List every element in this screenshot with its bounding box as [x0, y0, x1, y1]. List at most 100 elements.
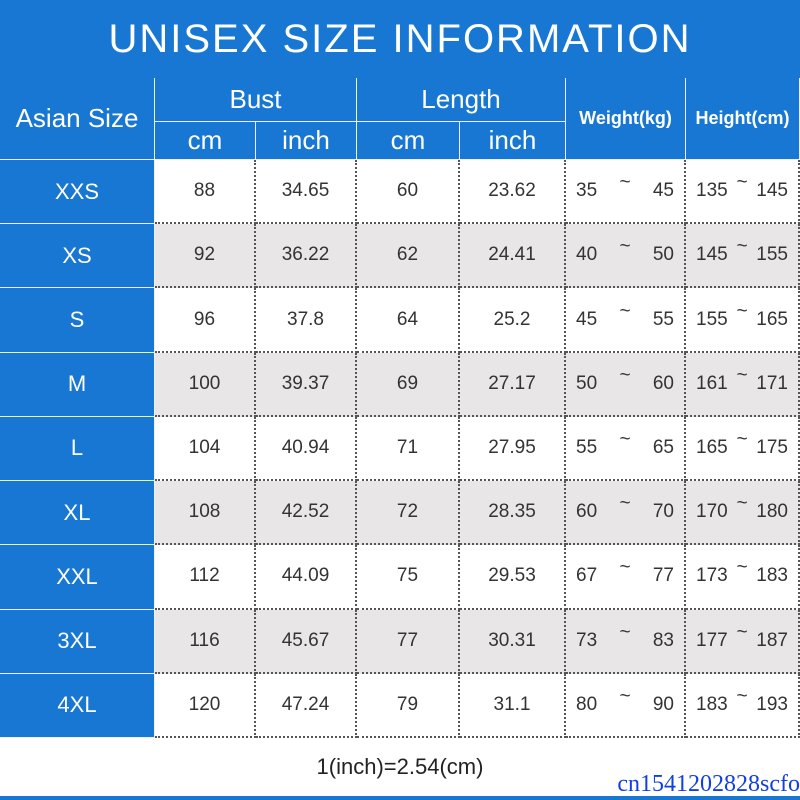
- size-label: M: [0, 352, 155, 417]
- measure-cell: 112: [155, 545, 256, 610]
- range-separator: ~: [736, 300, 748, 322]
- range-separator: ~: [619, 621, 631, 643]
- range-cell: 177 ~187: [686, 609, 800, 674]
- range-separator: ~: [619, 172, 631, 194]
- range-min: 73: [576, 629, 598, 651]
- measure-cell: 77: [357, 609, 460, 674]
- range-separator: ~: [619, 364, 631, 386]
- measure-cell: 71: [357, 416, 460, 482]
- range-separator: ~: [619, 557, 631, 579]
- range-cell: 40 ~50: [566, 224, 686, 289]
- measure-cell: 44.09: [256, 545, 357, 610]
- range-cell: 45 ~55: [566, 288, 686, 353]
- measure-cell: 30.31: [460, 609, 566, 674]
- measure-cell: 79: [357, 673, 460, 738]
- measure-cell: 47.24: [256, 673, 357, 738]
- range-cell: 55 ~65: [566, 416, 686, 482]
- header-length: Length: [357, 78, 566, 122]
- range-min: 50: [576, 372, 598, 394]
- range-max: 77: [652, 565, 674, 587]
- range-max: 145: [756, 180, 788, 202]
- range-max: 90: [652, 693, 674, 715]
- range-max: 193: [756, 693, 788, 715]
- range-separator: ~: [736, 172, 748, 194]
- range-min: 170: [696, 501, 728, 523]
- range-max: 165: [756, 308, 788, 330]
- range-max: 50: [652, 244, 674, 266]
- measure-cell: 34.65: [256, 160, 357, 225]
- measure-cell: 28.35: [460, 481, 566, 546]
- measure-cell: 23.62: [460, 160, 566, 225]
- measure-cell: 75: [357, 545, 460, 610]
- range-min: 67: [576, 565, 598, 587]
- range-min: 135: [696, 180, 728, 202]
- measure-cell: 24.41: [460, 224, 566, 289]
- range-min: 55: [576, 436, 598, 458]
- range-min: 145: [696, 244, 728, 266]
- measure-cell: 72: [357, 481, 460, 546]
- range-separator: ~: [736, 557, 748, 579]
- range-cell: 35 ~45: [566, 160, 686, 225]
- range-max: 187: [756, 629, 788, 651]
- size-label: L: [0, 416, 155, 482]
- range-min: 161: [696, 372, 728, 394]
- range-max: 175: [756, 436, 788, 458]
- range-min: 165: [696, 436, 728, 458]
- range-separator: ~: [736, 236, 748, 258]
- range-separator: ~: [736, 493, 748, 515]
- range-max: 60: [652, 372, 674, 394]
- title: UNISEX SIZE INFORMATION: [108, 16, 692, 61]
- measure-cell: 69: [357, 352, 460, 417]
- range-max: 180: [756, 501, 788, 523]
- measure-cell: 62: [357, 224, 460, 289]
- range-max: 45: [652, 180, 674, 202]
- range-max: 183: [756, 565, 788, 587]
- range-cell: 155 ~165: [686, 288, 800, 353]
- measure-cell: 100: [155, 352, 256, 417]
- measure-cell: 45.67: [256, 609, 357, 674]
- range-min: 45: [576, 308, 598, 330]
- measure-cell: 37.8: [256, 288, 357, 353]
- measure-cell: 108: [155, 481, 256, 546]
- measure-cell: 36.22: [256, 224, 357, 289]
- range-separator: ~: [619, 236, 631, 258]
- header-size: Asian Size: [0, 78, 155, 160]
- range-separator: ~: [736, 621, 748, 643]
- measure-cell: 92: [155, 224, 256, 289]
- measure-cell: 116: [155, 609, 256, 674]
- header-height: Height(cm): [686, 78, 800, 160]
- range-min: 173: [696, 565, 728, 587]
- range-cell: 170 ~180: [686, 481, 800, 546]
- measure-cell: 25.2: [460, 288, 566, 353]
- range-min: 183: [696, 693, 728, 715]
- range-cell: 50 ~60: [566, 352, 686, 417]
- range-separator: ~: [736, 364, 748, 386]
- measure-cell: 42.52: [256, 481, 357, 546]
- measure-cell: 120: [155, 673, 256, 738]
- range-cell: 80 ~90: [566, 673, 686, 738]
- range-min: 40: [576, 244, 598, 266]
- range-min: 35: [576, 180, 598, 202]
- header-unit: cm: [155, 122, 256, 160]
- range-cell: 73 ~83: [566, 609, 686, 674]
- range-min: 177: [696, 629, 728, 651]
- measure-cell: 96: [155, 288, 256, 353]
- range-separator: ~: [619, 428, 631, 450]
- range-max: 171: [756, 372, 788, 394]
- size-label: XXL: [0, 545, 155, 610]
- range-max: 83: [652, 629, 674, 651]
- range-cell: 161 ~171: [686, 352, 800, 417]
- range-max: 65: [652, 436, 674, 458]
- measure-cell: 29.53: [460, 545, 566, 610]
- range-cell: 165 ~175: [686, 416, 800, 482]
- header-unit: inch: [256, 122, 357, 160]
- range-separator: ~: [619, 493, 631, 515]
- range-max: 155: [756, 244, 788, 266]
- range-max: 55: [652, 308, 674, 330]
- range-min: 80: [576, 693, 598, 715]
- size-label: 3XL: [0, 609, 155, 674]
- range-cell: 60 ~70: [566, 481, 686, 546]
- measure-cell: 39.37: [256, 352, 357, 417]
- range-cell: 145 ~155: [686, 224, 800, 289]
